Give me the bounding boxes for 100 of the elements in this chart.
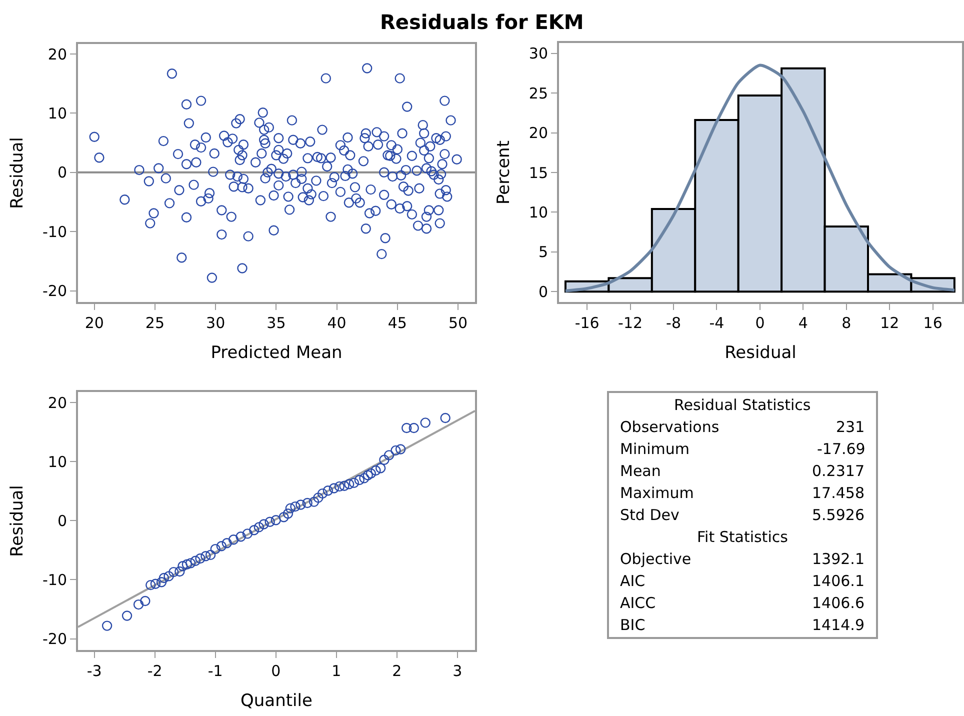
y-axis-title: Residual — [8, 137, 28, 209]
point — [375, 463, 386, 474]
y-tick-label: 30 — [528, 44, 548, 63]
point — [200, 551, 211, 562]
x-tick-label: 35 — [266, 314, 286, 332]
y-tick-label: -10 — [42, 222, 67, 241]
point — [308, 496, 320, 507]
point — [317, 488, 328, 499]
x-tick-label: 1 — [332, 662, 342, 680]
point — [379, 454, 390, 465]
x-tick-label: 0 — [271, 662, 281, 680]
x-tick-label: 12 — [880, 314, 900, 332]
point — [164, 571, 174, 582]
point — [182, 559, 192, 570]
y-tick-label: 25 — [528, 84, 548, 102]
point — [205, 550, 216, 560]
point — [236, 532, 246, 542]
x-tick-label: 25 — [145, 314, 165, 332]
point — [150, 578, 161, 589]
y-tick-label: 20 — [48, 394, 67, 412]
x-tick-label: 3 — [452, 662, 462, 680]
category-label: BIC — [620, 616, 646, 634]
point — [278, 512, 289, 522]
x-tick-label: 45 — [388, 314, 407, 332]
y-tick-label: -20 — [42, 282, 67, 300]
text: 17.458 — [812, 484, 864, 502]
x-tick-label: -12 — [618, 314, 643, 332]
x-tick-label: -1 — [208, 662, 223, 680]
category-label: Mean — [620, 462, 661, 480]
point — [334, 481, 345, 492]
point — [242, 528, 253, 539]
point — [210, 544, 220, 554]
point — [249, 525, 260, 536]
point — [384, 450, 394, 460]
point — [296, 500, 306, 510]
y-axis-title: Residual — [8, 485, 28, 557]
x-tick-label: -2 — [147, 662, 162, 680]
y-tick-label: 20 — [528, 124, 548, 142]
point — [185, 558, 196, 568]
point — [122, 610, 132, 621]
point — [178, 561, 188, 572]
text: 1414.9 — [812, 616, 864, 634]
category-label: Maximum — [620, 484, 694, 502]
y-tick-label: 10 — [528, 203, 548, 222]
x-axis-title: Residual — [724, 342, 796, 363]
point — [362, 470, 373, 480]
point — [168, 566, 179, 578]
x-tick-label: 2 — [392, 662, 402, 680]
point — [390, 445, 401, 456]
x-tick-label: -8 — [666, 314, 682, 332]
line-series — [564, 64, 956, 292]
text: 0.2317 — [812, 462, 864, 480]
x-axis-title: Quantile — [240, 690, 312, 711]
point — [222, 538, 232, 548]
x-axis-title: Predicted Mean — [210, 342, 342, 363]
point — [146, 580, 156, 590]
point — [158, 572, 170, 584]
point — [344, 479, 354, 490]
point — [370, 465, 381, 476]
text: 1392.1 — [812, 550, 864, 568]
text: 1406.6 — [812, 594, 864, 612]
point — [270, 515, 281, 526]
x-tick-label: 16 — [923, 314, 942, 332]
point — [254, 522, 264, 532]
point — [156, 577, 167, 588]
y-tick-label: 10 — [48, 104, 67, 122]
text: 1406.1 — [812, 572, 864, 590]
point — [102, 620, 112, 631]
point — [354, 474, 365, 486]
x-tick-label: -16 — [574, 314, 600, 332]
x-tick-label: 40 — [327, 314, 346, 332]
y-tick-label: 15 — [528, 164, 548, 182]
point — [195, 553, 206, 564]
x-tick-label: 20 — [84, 314, 104, 332]
point — [174, 566, 185, 577]
y-tick-label: 5 — [538, 243, 548, 262]
point — [359, 473, 370, 484]
point — [140, 596, 150, 606]
point — [348, 478, 360, 488]
point — [408, 422, 419, 434]
point — [258, 519, 269, 530]
chart-title: Residuals for EKM — [380, 10, 584, 34]
category-label: Residual Statistics — [674, 396, 811, 414]
y-tick-label: -20 — [42, 630, 67, 648]
x-tick-label: -3 — [86, 662, 102, 680]
point — [440, 412, 450, 424]
x-tick-label: 4 — [798, 314, 808, 332]
category-label: Fit Statistics — [697, 528, 788, 546]
x-tick-label: -4 — [709, 314, 724, 332]
y-tick-label: 0 — [538, 282, 548, 301]
text: 5.5926 — [812, 506, 864, 524]
point — [420, 418, 430, 428]
x-tick-label: 0 — [755, 314, 765, 332]
point — [302, 498, 312, 508]
category-label: Objective — [620, 550, 692, 568]
point — [328, 483, 340, 494]
category-label: AICC — [620, 594, 656, 612]
category-label: Std Dev — [620, 506, 680, 524]
x-tick-label: 8 — [842, 314, 852, 332]
point — [282, 508, 294, 519]
